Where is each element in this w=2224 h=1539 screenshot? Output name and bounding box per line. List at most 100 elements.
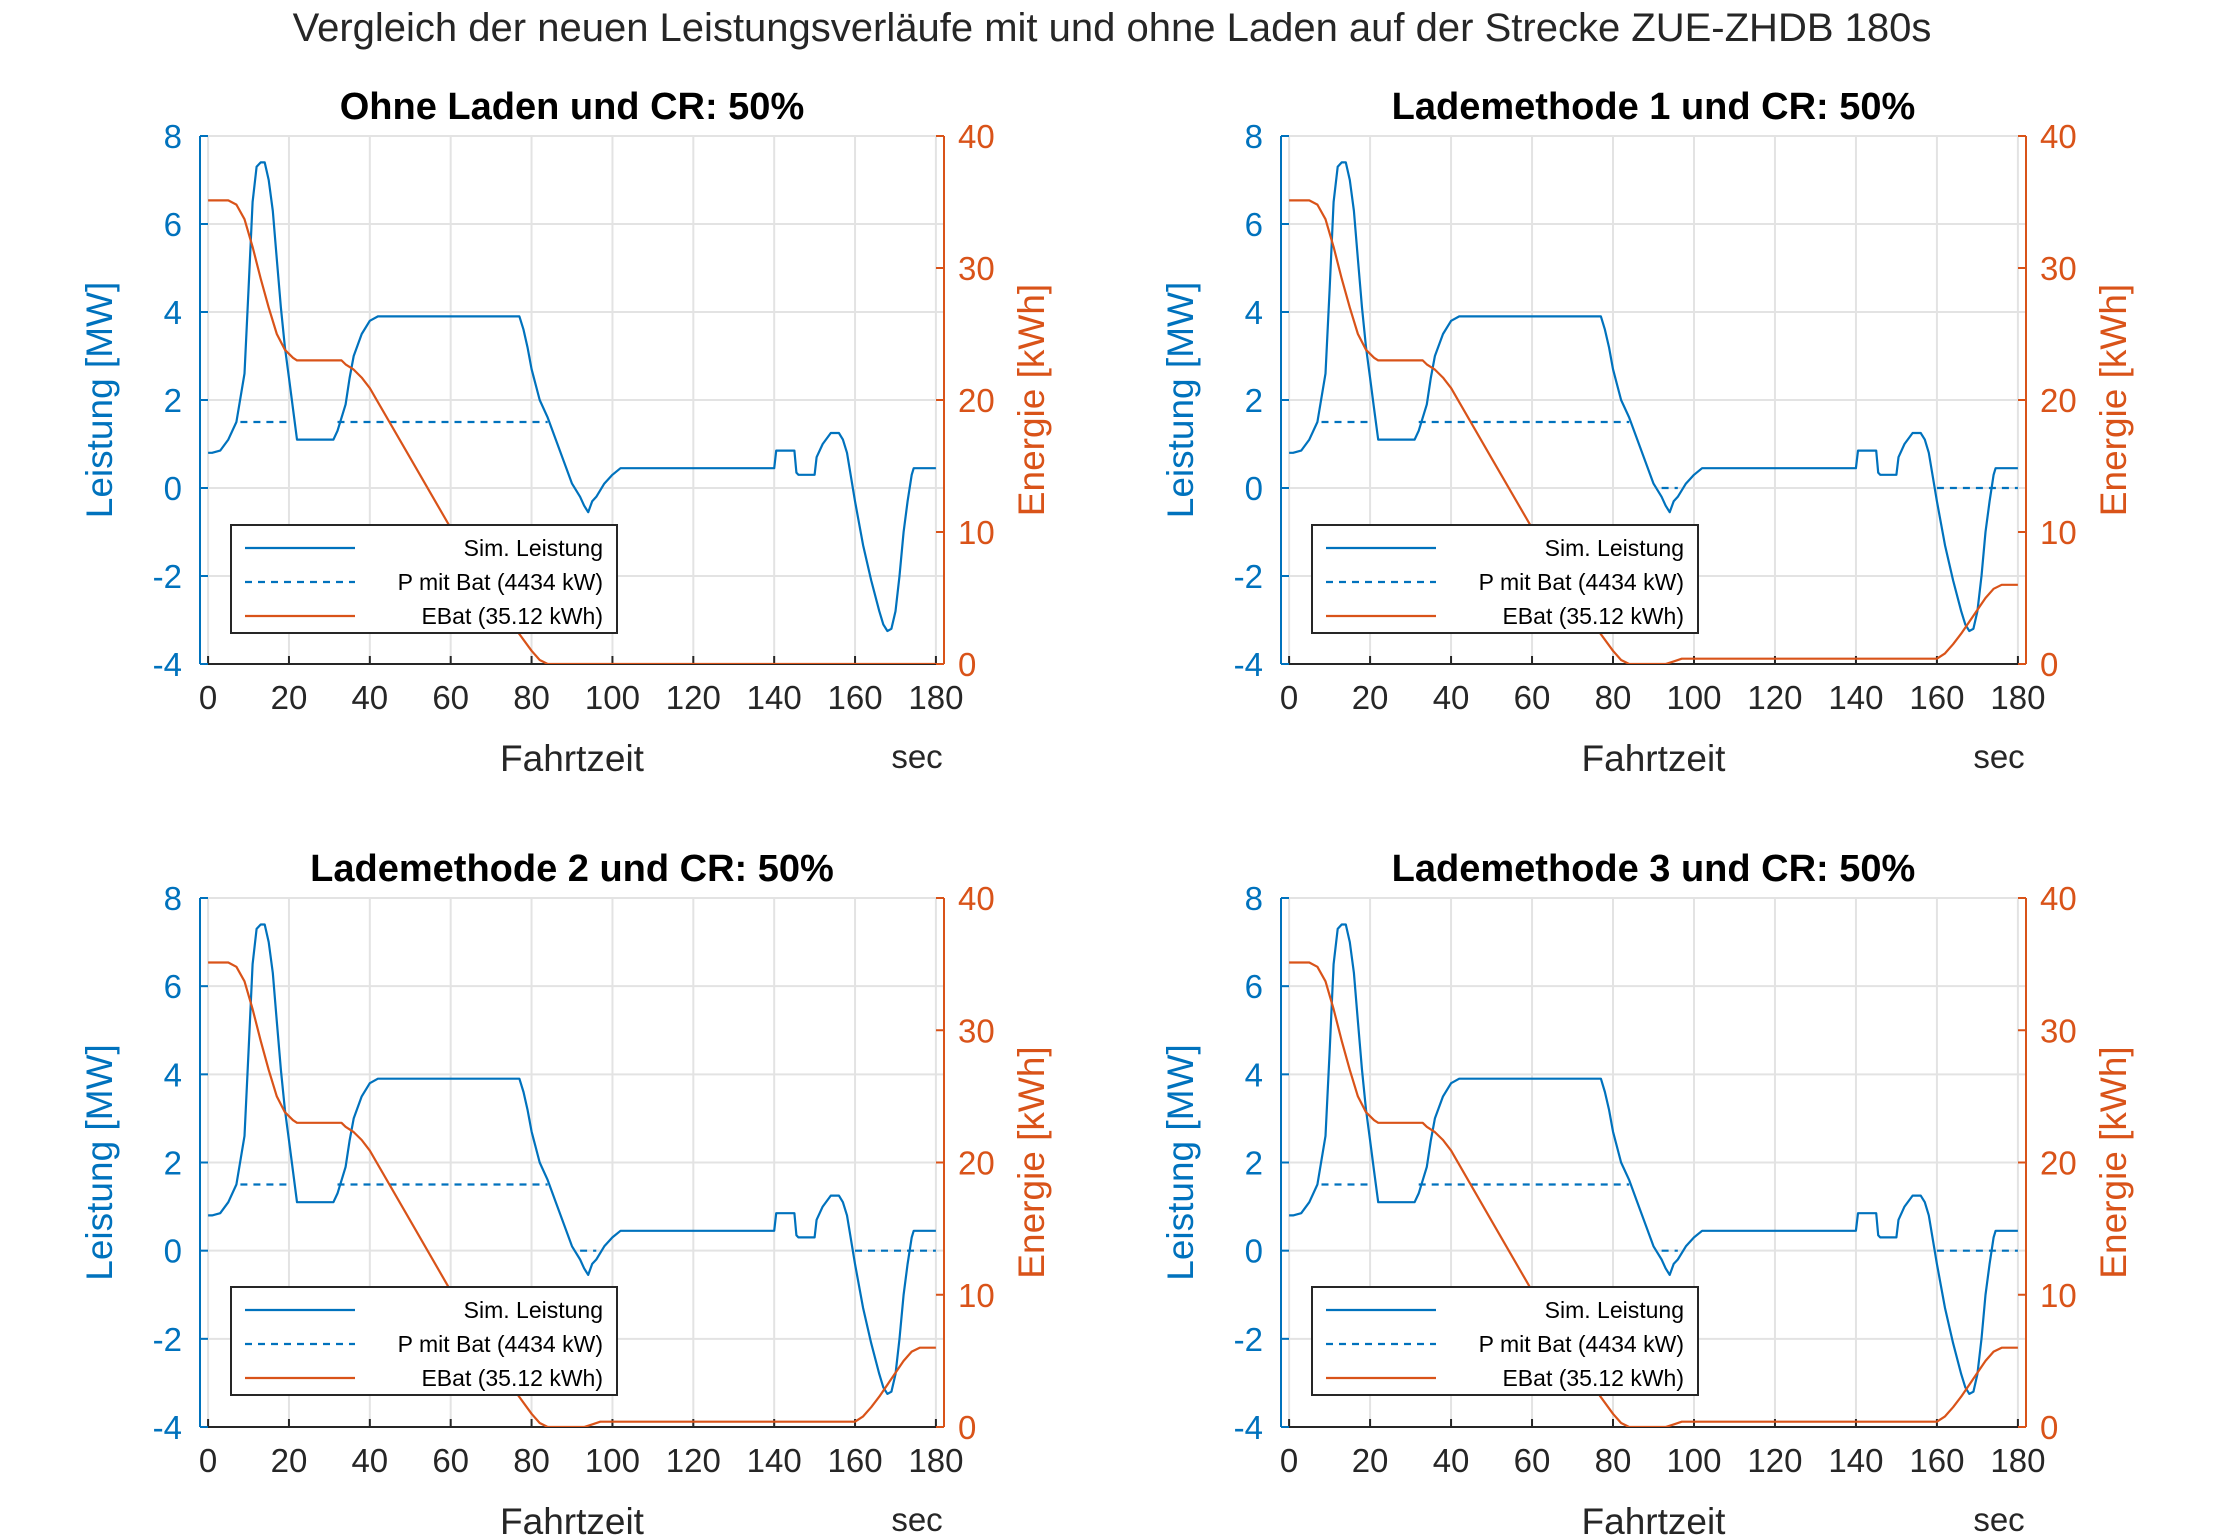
x-tick-label: 20 xyxy=(271,679,308,716)
y-left-tick-label: 8 xyxy=(1245,880,1263,917)
x-tick-label: 80 xyxy=(1595,679,1632,716)
y-left-tick-label: 0 xyxy=(1245,1233,1263,1270)
y-left-tick-label: 4 xyxy=(164,294,182,331)
y-axis-left-label: Leistung [MW] xyxy=(1160,1044,1201,1280)
y-left-tick-label: 4 xyxy=(1245,294,1263,331)
x-tick-label: 60 xyxy=(1514,679,1551,716)
chart-title: Ohne Laden und CR: 50% xyxy=(340,86,804,128)
legend-label: P mit Bat (4434 kW) xyxy=(398,1331,603,1357)
chart-panel-3: 0 20 40 60 80 100 120 140 160 180-4-2024680102030… xyxy=(79,848,1052,1539)
y-left-tick-label: 6 xyxy=(164,206,182,243)
x-axis-label: Fahrtzeit xyxy=(1582,1501,1727,1539)
y-left-tick-label: 8 xyxy=(1245,118,1263,155)
y-right-tick-label: 0 xyxy=(958,1409,976,1446)
figure-title: Vergleich der neuen Leistungsverläufe mi… xyxy=(292,6,1932,50)
y-left-tick-label: 2 xyxy=(164,1145,182,1182)
x-axis-unit: sec xyxy=(891,1501,942,1538)
y-axis-right-label: Energie [kWh] xyxy=(2093,1046,2134,1278)
x-tick-label: 0 xyxy=(199,1442,217,1479)
legend-label: EBat (35.12 kWh) xyxy=(1502,1365,1684,1391)
x-tick-label: 80 xyxy=(513,1442,550,1479)
y-left-tick-label: 6 xyxy=(1245,206,1263,243)
y-right-tick-label: 20 xyxy=(958,382,995,419)
legend-label: Sim. Leistung xyxy=(464,535,603,561)
x-axis-unit: sec xyxy=(1973,1501,2024,1538)
y-right-tick-label: 40 xyxy=(958,880,995,917)
y-left-tick-label: 4 xyxy=(164,1056,182,1093)
legend: Sim. Leistung P mit Bat (4434 kW) EBat (35… xyxy=(1311,524,1699,634)
x-tick-label: 0 xyxy=(1280,679,1298,716)
x-tick-label: 20 xyxy=(271,1442,308,1479)
legend: Sim. Leistung P mit Bat (4434 kW) EBat (35… xyxy=(230,524,618,634)
x-tick-label: 0 xyxy=(199,679,217,716)
y-axis-left-label: Leistung [MW] xyxy=(79,282,120,518)
x-tick-label: 180 xyxy=(908,679,963,716)
y-left-tick-label: -4 xyxy=(1234,1409,1263,1446)
legend-label: P mit Bat (4434 kW) xyxy=(1479,569,1684,595)
y-right-tick-label: 0 xyxy=(2040,646,2058,683)
legend-label: Sim. Leistung xyxy=(1545,1297,1684,1323)
series-line-1 xyxy=(208,923,936,1395)
y-left-tick-label: 4 xyxy=(1245,1056,1263,1093)
x-tick-label: 120 xyxy=(1747,679,1802,716)
x-tick-label: 100 xyxy=(585,1442,640,1479)
y-left-tick-label: 8 xyxy=(164,880,182,917)
x-axis-label: Fahrtzeit xyxy=(1582,738,1727,779)
x-tick-label: 180 xyxy=(1990,1442,2045,1479)
y-left-tick-label: -2 xyxy=(153,1321,182,1358)
legend-label: Sim. Leistung xyxy=(464,1297,603,1323)
series-line-2 xyxy=(1321,1183,2018,1252)
x-tick-label: 180 xyxy=(1990,679,2045,716)
y-right-tick-label: 0 xyxy=(958,646,976,683)
legend-label: EBat (35.12 kWh) xyxy=(421,603,603,629)
x-tick-label: 120 xyxy=(1747,1442,1802,1479)
x-tick-label: 20 xyxy=(1352,1442,1389,1479)
y-left-tick-label: 0 xyxy=(164,470,182,507)
x-tick-label: 40 xyxy=(1433,1442,1470,1479)
x-tick-label: 140 xyxy=(747,679,802,716)
chart-title: Lademethode 2 und CR: 50% xyxy=(310,848,834,890)
x-tick-label: 40 xyxy=(1433,679,1470,716)
chart-title: Lademethode 3 und CR: 50% xyxy=(1392,848,1916,890)
y-left-tick-label: 6 xyxy=(164,968,182,1005)
x-axis-label: Fahrtzeit xyxy=(500,738,645,779)
y-left-tick-label: 8 xyxy=(164,118,182,155)
x-tick-label: 120 xyxy=(666,679,721,716)
chart-panel-1: 0 20 40 60 80 100 120 140 160 180-4-2024680102030… xyxy=(79,86,1052,779)
x-tick-label: 140 xyxy=(1828,1442,1883,1479)
y-right-tick-label: 30 xyxy=(2040,1012,2077,1049)
y-axis-right-label: Energie [kWh] xyxy=(1011,1046,1052,1278)
y-right-tick-label: 30 xyxy=(2040,250,2077,287)
x-tick-label: 160 xyxy=(1909,679,1964,716)
series-line-2 xyxy=(240,1183,936,1252)
x-tick-label: 20 xyxy=(1352,679,1389,716)
y-right-tick-label: 40 xyxy=(958,118,995,155)
y-axis-right-label: Energie [kWh] xyxy=(1011,284,1052,516)
legend-label: EBat (35.12 kWh) xyxy=(1502,603,1684,629)
y-right-tick-label: 10 xyxy=(958,1277,995,1314)
series-line-2 xyxy=(1321,420,2018,490)
legend: Sim. Leistung P mit Bat (4434 kW) EBat (35… xyxy=(230,1286,618,1396)
x-tick-label: 160 xyxy=(828,679,883,716)
y-left-tick-label: 2 xyxy=(1245,382,1263,419)
x-tick-label: 80 xyxy=(513,679,550,716)
x-tick-label: 100 xyxy=(1666,1442,1721,1479)
chart-panel-2: 0 20 40 60 80 100 120 140 160 180-4-2024680102030… xyxy=(1160,86,2134,779)
y-left-tick-label: 6 xyxy=(1245,968,1263,1005)
y-right-tick-label: 30 xyxy=(958,1012,995,1049)
x-tick-label: 100 xyxy=(1666,679,1721,716)
x-tick-label: 140 xyxy=(747,1442,802,1479)
x-tick-label: 160 xyxy=(828,1442,883,1479)
y-left-tick-label: -2 xyxy=(153,558,182,595)
legend: Sim. Leistung P mit Bat (4434 kW) EBat (35… xyxy=(1311,1286,1699,1396)
x-tick-label: 180 xyxy=(908,1442,963,1479)
y-left-tick-label: 0 xyxy=(1245,470,1263,507)
y-left-tick-label: -4 xyxy=(153,646,182,683)
x-tick-label: 160 xyxy=(1909,1442,1964,1479)
x-tick-label: 60 xyxy=(432,1442,469,1479)
legend-label: EBat (35.12 kWh) xyxy=(421,1365,603,1391)
x-tick-label: 40 xyxy=(351,679,388,716)
y-right-tick-label: 0 xyxy=(2040,1409,2058,1446)
y-axis-left-label: Leistung [MW] xyxy=(1160,282,1201,518)
y-left-tick-label: 0 xyxy=(164,1233,182,1270)
